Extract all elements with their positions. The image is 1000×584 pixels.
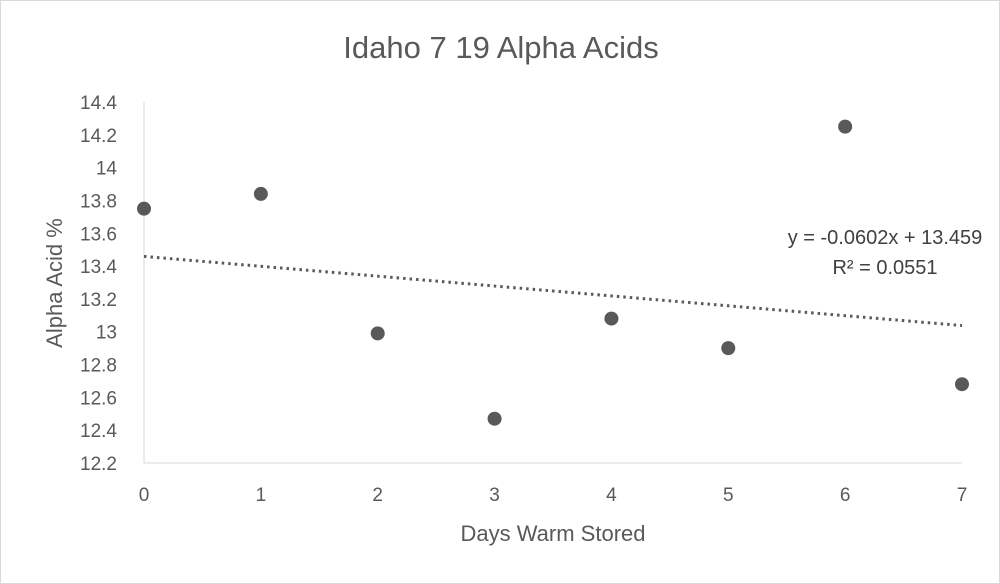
data-point bbox=[487, 411, 502, 426]
trendline bbox=[143, 254, 963, 328]
y-tick-label: 14 bbox=[96, 159, 118, 180]
x-tick-label: 1 bbox=[256, 485, 267, 506]
x-tick-label: 2 bbox=[372, 485, 383, 506]
y-axis-ticks: 12.2 12.4 12.6 12.8 13 13.2 13.4 13.6 13.8 14 14.2… bbox=[80, 93, 117, 475]
data-point bbox=[955, 377, 969, 392]
y-tick-label: 14.4 bbox=[80, 93, 117, 114]
x-axis-title: Days Warm Stored bbox=[460, 521, 645, 546]
data-point bbox=[838, 119, 853, 134]
y-tick-label: 12.4 bbox=[80, 421, 117, 442]
y-tick-label: 13.8 bbox=[80, 191, 117, 212]
y-axis-title: Alpha Acid % bbox=[42, 218, 67, 348]
y-tick-label: 13.6 bbox=[80, 224, 117, 245]
y-tick-label: 14.2 bbox=[80, 126, 117, 147]
x-tick-label: 0 bbox=[139, 485, 150, 506]
data-point bbox=[253, 186, 268, 201]
y-tick-label: 12.2 bbox=[80, 454, 117, 475]
x-tick-label: 7 bbox=[957, 485, 968, 506]
data-point bbox=[604, 311, 619, 326]
y-tick-label: 12.6 bbox=[80, 388, 117, 409]
x-tick-label: 6 bbox=[840, 485, 851, 506]
x-tick-label: 4 bbox=[606, 485, 617, 506]
x-tick-label: 5 bbox=[723, 485, 734, 506]
data-point bbox=[137, 201, 151, 216]
data-point bbox=[721, 341, 736, 356]
trendline-equation: y = -0.0602x + 13.459 bbox=[788, 227, 983, 249]
x-tick-label: 3 bbox=[489, 485, 500, 506]
y-tick-label: 13.4 bbox=[80, 257, 117, 278]
data-points bbox=[137, 119, 969, 426]
x-axis-ticks: 0 1 2 3 4 5 6 7 bbox=[139, 485, 968, 506]
chart-title: Idaho 7 19 Alpha Acids bbox=[343, 30, 658, 65]
data-point bbox=[370, 326, 385, 341]
y-tick-label: 13.2 bbox=[80, 290, 117, 311]
y-tick-label: 12.8 bbox=[80, 356, 117, 377]
trendline-r-squared: R² = 0.0551 bbox=[832, 257, 937, 279]
y-tick-label: 13 bbox=[96, 323, 117, 344]
